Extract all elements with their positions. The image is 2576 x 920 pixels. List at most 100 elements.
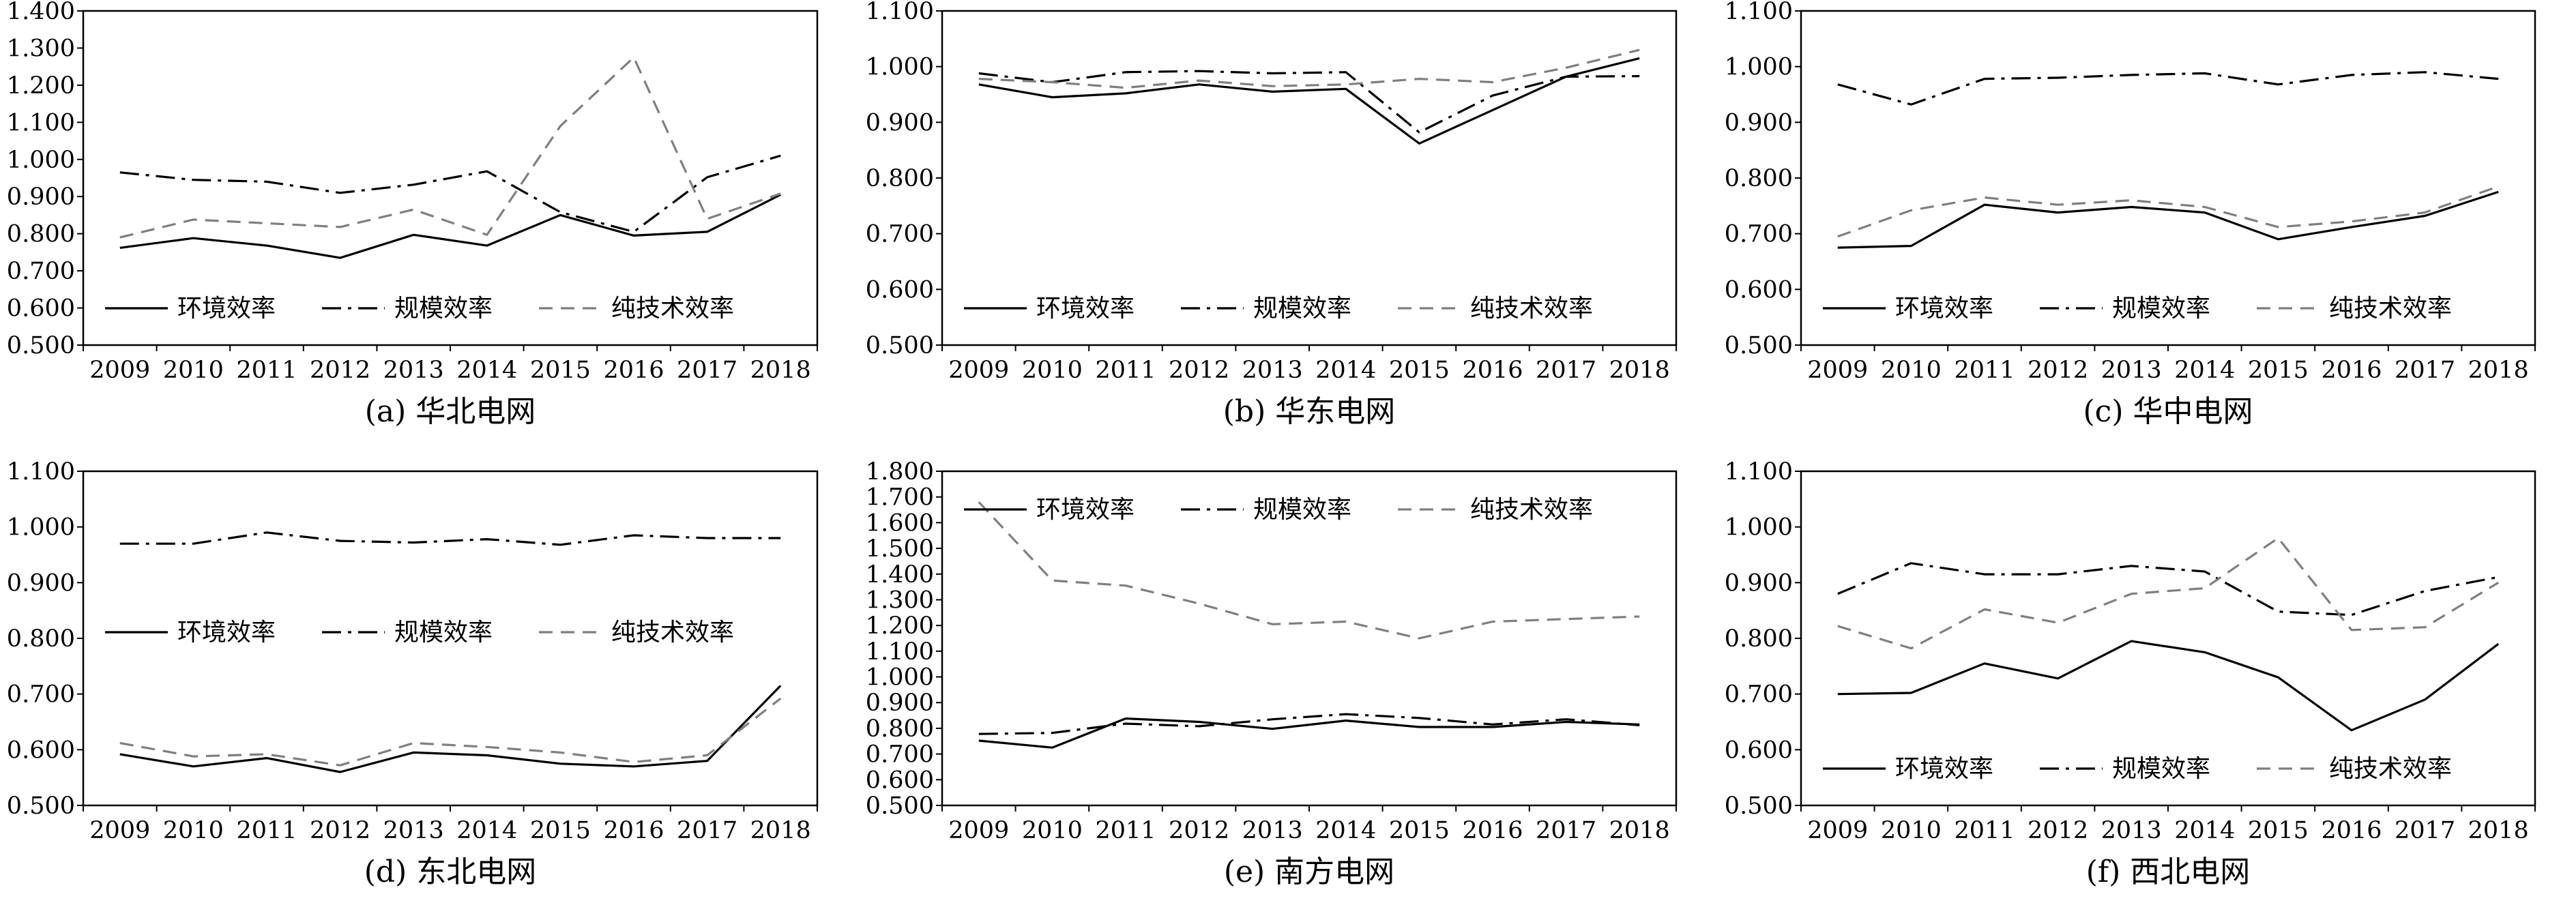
x-tick-label: 2016 (1462, 817, 1523, 844)
x-tick-label: 2015 (530, 817, 591, 844)
x-tick-label: 2010 (1881, 817, 1942, 844)
y-tick-label: 0.700 (866, 221, 934, 248)
x-tick-label: 2014 (1315, 357, 1376, 384)
y-tick-label: 0.600 (866, 276, 934, 303)
y-tick-label: 0.600 (1725, 276, 1793, 303)
legend-label: 规模效率 (1253, 496, 1351, 524)
y-tick-label: 1.100 (866, 0, 934, 25)
x-tick-label: 2013 (383, 817, 444, 844)
x-tick-label: 2012 (1169, 357, 1229, 384)
chart-panel: 0.500 0.600 0.700 0.800 0.900 1.000 1.100 2009 2… (0, 458, 858, 920)
x-tick-label: 2012 (2028, 817, 2088, 844)
x-tick-label: 2011 (236, 357, 297, 384)
series-line (978, 48, 1640, 89)
y-tick-label: 0.600 (7, 737, 75, 764)
legend-label: 环境效率 (1036, 295, 1135, 323)
x-tick-label: 2015 (2248, 817, 2309, 844)
y-tick-label: 0.900 (1725, 569, 1793, 597)
y-tick-label: 1.700 (866, 484, 934, 511)
legend-label: 纯技术效率 (611, 295, 734, 323)
y-tick-label: 0.700 (1725, 221, 1793, 248)
y-tick-label: 1.600 (866, 509, 934, 537)
series-line (978, 717, 1640, 749)
chart-svg: 0.500 0.600 0.700 0.800 0.900 1.000 1.100 2009 2… (1725, 0, 2536, 429)
legend-label: 环境效率 (177, 295, 276, 323)
x-tick-label: 2012 (2028, 357, 2088, 384)
y-tick-label: 1.300 (7, 35, 75, 62)
chart-panel: 0.500 0.600 0.700 0.800 0.900 1.000 1.100 1.200… (859, 458, 1717, 920)
series-line (119, 685, 782, 773)
series-line (119, 56, 781, 239)
x-tick-label: 2018 (750, 357, 811, 384)
series-line (1837, 640, 2500, 732)
series-line (119, 697, 782, 767)
series-line (119, 531, 781, 546)
series-line (1837, 562, 2499, 617)
y-tick-label: 1.000 (1725, 54, 1793, 81)
x-tick-label: 2012 (1169, 817, 1229, 844)
x-tick-label: 2017 (1536, 817, 1596, 844)
x-tick-label: 2009 (1807, 357, 1868, 384)
x-tick-label: 2010 (1022, 357, 1083, 384)
chart-svg: 0.5000.6000.7000.8000.9001.0001.1001.200… (866, 458, 1678, 889)
chart-svg: 0.5000.6000.7000.8000.9001.0001.1001.200… (7, 0, 819, 429)
x-tick-label: 2014 (456, 357, 517, 384)
series-line (978, 713, 1640, 735)
x-tick-label: 2017 (1536, 357, 1596, 384)
chart-panel: 0.500 0.600 0.700 0.800 0.900 1.000 1.100 2009 2… (1718, 0, 2576, 460)
y-tick-label: 0.700 (866, 741, 934, 769)
y-tick-label: 1.300 (866, 587, 934, 614)
chart-svg: 0.500 0.600 0.700 0.800 0.900 1.000 1.100 2009 2… (7, 458, 819, 889)
chart-svg: 0.500 0.600 0.700 0.800 0.900 1.000 1.100 2009 2… (866, 0, 1678, 429)
series-line (1837, 71, 2499, 106)
series-line (978, 57, 1640, 145)
y-tick-label: 0.800 (866, 165, 934, 192)
y-tick-label: 1.400 (866, 561, 934, 589)
x-tick-label: 2009 (89, 357, 150, 384)
legend-label: 规模效率 (2112, 755, 2210, 783)
x-tick-label: 2018 (2468, 357, 2529, 384)
x-tick-label: 2009 (948, 817, 1009, 844)
legend-label: 规模效率 (1253, 295, 1351, 323)
panel-caption: (a) 华北电网 (365, 394, 536, 429)
y-tick-label: 1.000 (866, 54, 934, 81)
y-tick-label: 1.000 (866, 664, 934, 692)
chart-panel: 0.500 0.600 0.700 0.800 0.900 1.000 1.100 1.200… (0, 0, 858, 460)
x-tick-label: 2016 (603, 357, 664, 384)
x-tick-label: 2017 (2395, 817, 2455, 844)
series-line (119, 194, 781, 259)
x-tick-label: 2015 (530, 357, 591, 384)
panel-caption: (b) 华东电网 (1223, 394, 1395, 429)
y-tick-label: 0.500 (7, 792, 75, 820)
x-tick-label: 2009 (1807, 817, 1868, 844)
x-tick-label: 2014 (1315, 817, 1376, 844)
x-tick-label: 2010 (1881, 357, 1942, 384)
y-tick-label: 0.500 (7, 332, 75, 359)
legend-label: 环境效率 (1895, 755, 1993, 783)
y-tick-label: 0.900 (866, 109, 934, 136)
legend-label: 规模效率 (394, 295, 493, 323)
series-line (1837, 537, 2500, 650)
chart-panel: 0.500 0.600 0.700 0.800 0.900 1.000 1.100 2009 2… (859, 0, 1717, 460)
y-tick-label: 0.900 (7, 569, 75, 597)
y-tick-label: 0.800 (1725, 165, 1793, 192)
legend-label: 纯技术效率 (1470, 295, 1593, 323)
series-line (978, 501, 1640, 640)
x-tick-label: 2016 (603, 817, 664, 844)
panel-caption: (d) 东北电网 (364, 855, 536, 889)
y-tick-label: 1.100 (866, 638, 934, 666)
x-tick-label: 2011 (1095, 357, 1156, 384)
x-tick-label: 2013 (2101, 817, 2162, 844)
y-tick-label: 0.700 (7, 681, 75, 709)
x-tick-label: 2011 (236, 817, 297, 844)
y-tick-label: 0.800 (7, 221, 75, 248)
x-tick-label: 2015 (1389, 817, 1450, 844)
x-tick-label: 2013 (2101, 357, 2162, 384)
x-tick-label: 2010 (163, 817, 224, 844)
y-tick-label: 0.700 (7, 258, 75, 285)
y-tick-label: 0.900 (7, 183, 75, 211)
chart-svg: 0.500 0.600 0.700 0.800 0.900 1.000 1.100 2009 2… (1725, 458, 2536, 889)
x-tick-label: 2010 (163, 357, 224, 384)
x-tick-label: 2016 (2321, 817, 2382, 844)
y-tick-label: 0.900 (866, 689, 934, 717)
